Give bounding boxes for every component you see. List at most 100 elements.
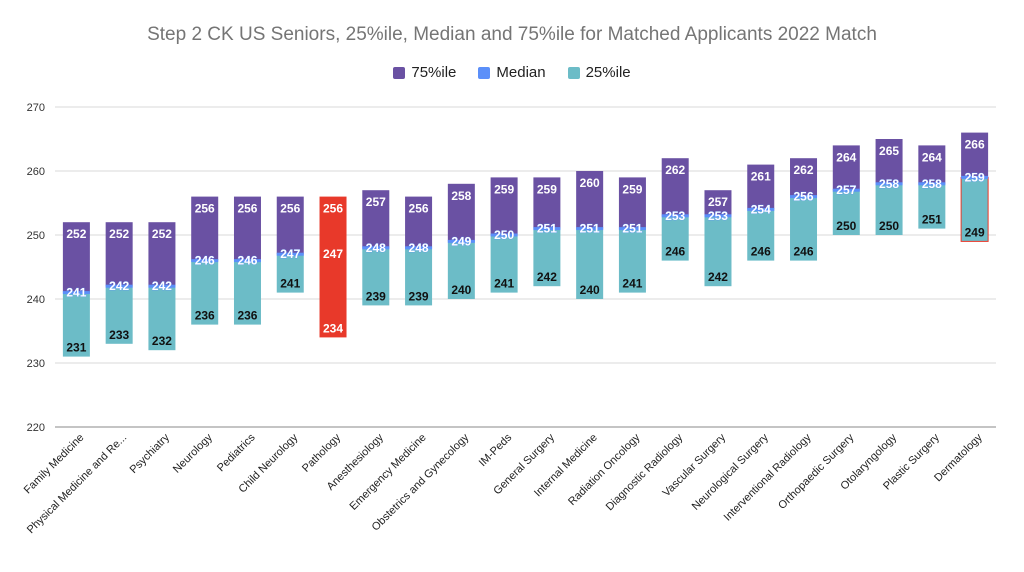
bar-75ile [405,196,433,248]
median-marker [276,252,304,256]
bar-25ile [832,190,860,235]
data-label-median: 253 [708,209,728,223]
data-label-median: 258 [922,177,942,191]
median-marker [490,233,518,237]
data-label-25ile: 240 [451,283,471,297]
x-tick-label: Interventional Radiology [722,431,814,523]
data-label-median: 247 [280,247,300,261]
y-tick-label: 250 [27,230,45,242]
median-marker [533,227,561,231]
data-label-75ile: 264 [836,150,856,164]
y-tick-label: 260 [27,166,45,178]
data-label-75ile: 256 [280,202,300,216]
median-marker [191,259,219,263]
bar-25ile [276,254,304,293]
bar-25ile [405,247,433,306]
data-label-75ile: 257 [366,195,386,209]
legend-item-25: 25%ile [567,64,631,81]
data-label-25ile: 251 [922,213,942,227]
data-label-25ile: 239 [409,289,429,303]
chart-title: Step 2 CK US Seniors, 25%ile, Median and… [147,24,877,45]
y-tick-label: 230 [27,358,45,370]
bar-75ile [704,190,732,216]
data-label-25ile: 242 [708,270,728,284]
data-label-25ile: 246 [665,245,685,259]
bar-25ile [661,215,689,261]
data-label-25ile: 250 [836,219,856,233]
bar-75ile [747,164,775,210]
data-label-median: 254 [751,202,771,216]
median-marker [62,291,90,295]
bar-75ile [276,196,304,255]
data-label-25ile: 236 [195,309,215,323]
bar-75ile [576,171,604,229]
median-marker [405,246,433,250]
bar-25ile [233,260,261,325]
data-label-75ile: 252 [152,227,172,241]
data-label-median: 246 [195,254,215,268]
bar-75ile [961,132,989,178]
data-label-median: 257 [836,183,856,197]
bar-75ile [875,139,903,184]
data-label-25ile: 241 [622,277,642,291]
data-label-median: 248 [409,241,429,255]
data-label-25ile: 242 [537,270,557,284]
data-label-75ile: 252 [66,227,86,241]
data-label-25ile: 249 [965,225,985,239]
median-marker [747,207,775,211]
bar-25ile [704,215,732,287]
data-label-75ile: 262 [794,163,814,177]
median-marker [704,214,732,218]
bar-25ile [576,228,604,299]
bar-25ile [105,286,133,344]
data-label-median: 242 [152,279,172,293]
bar-75ile [362,190,390,248]
data-label-median: 253 [665,209,685,223]
data-label-25ile: 241 [280,277,300,291]
data-label-75ile: 256 [409,202,429,216]
data-label-75ile: 259 [622,182,642,196]
bar-75ile [62,222,90,293]
data-label-75ile: 258 [451,189,471,203]
y-tick-label: 220 [27,422,45,434]
bar-25ile [747,209,775,261]
median-marker [576,227,604,231]
x-tick-label: Orthopaedic Surgery [776,431,857,512]
data-label-75ile: 256 [195,202,215,216]
data-label-25ile: 246 [751,245,771,259]
legend: 75%ile Median 25%ile [0,64,1024,81]
median-marker [661,214,689,218]
data-label-median: 258 [879,177,899,191]
data-label-25ile: 240 [580,283,600,297]
data-label-75ile: 265 [879,144,899,158]
legend-swatch-75 [393,66,406,79]
y-tick-label: 240 [27,294,45,306]
data-label-25ile: 250 [879,219,899,233]
data-label-median: 256 [794,190,814,204]
data-label-median: 248 [366,241,386,255]
bar-25ile [533,228,561,287]
data-label-75ile: 264 [922,150,942,164]
x-tick-label: Pathology [300,431,343,474]
bar-75ile [918,145,946,184]
median-marker [148,284,176,288]
data-label-25ile: 231 [66,341,86,355]
bar-25ile [62,292,90,357]
data-label-median: 250 [494,228,514,242]
data-label-median: 249 [451,234,471,248]
legend-item-median: Median [478,64,546,81]
legend-label-25: 25%ile [585,64,631,81]
data-label-median: 251 [580,222,600,236]
bar-75ile [832,145,860,191]
data-label-25ile: 234 [323,321,343,335]
data-label-75ile: 257 [708,195,728,209]
data-label-75ile: 252 [109,227,129,241]
data-label-25ile: 241 [494,277,514,291]
bar-75ile [148,222,176,287]
data-label-median: 246 [237,254,257,268]
median-marker [233,259,261,263]
bar-75ile [105,222,133,287]
bar-25ile [875,183,903,235]
bar-25ile [960,176,989,242]
